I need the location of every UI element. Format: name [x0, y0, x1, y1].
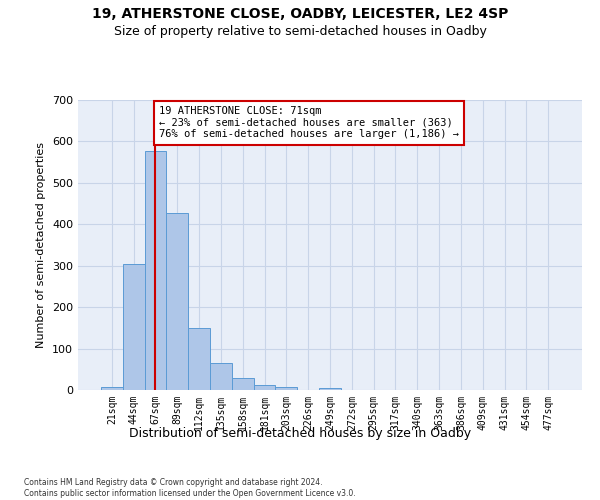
Bar [166, 212, 188, 390]
Bar [101, 386, 123, 390]
Text: Size of property relative to semi-detached houses in Oadby: Size of property relative to semi-detach… [113, 25, 487, 38]
Bar [188, 328, 210, 390]
Bar [275, 386, 297, 390]
Text: 19 ATHERSTONE CLOSE: 71sqm
← 23% of semi-detached houses are smaller (363)
76% o: 19 ATHERSTONE CLOSE: 71sqm ← 23% of semi… [159, 106, 459, 140]
Bar [232, 378, 254, 390]
Text: Contains HM Land Registry data © Crown copyright and database right 2024.
Contai: Contains HM Land Registry data © Crown c… [24, 478, 356, 498]
Bar [319, 388, 341, 390]
Text: 19, ATHERSTONE CLOSE, OADBY, LEICESTER, LE2 4SP: 19, ATHERSTONE CLOSE, OADBY, LEICESTER, … [92, 8, 508, 22]
Text: Distribution of semi-detached houses by size in Oadby: Distribution of semi-detached houses by … [129, 428, 471, 440]
Bar [210, 363, 232, 390]
Y-axis label: Number of semi-detached properties: Number of semi-detached properties [37, 142, 46, 348]
Bar [145, 150, 166, 390]
Bar [254, 385, 275, 390]
Bar [123, 264, 145, 390]
